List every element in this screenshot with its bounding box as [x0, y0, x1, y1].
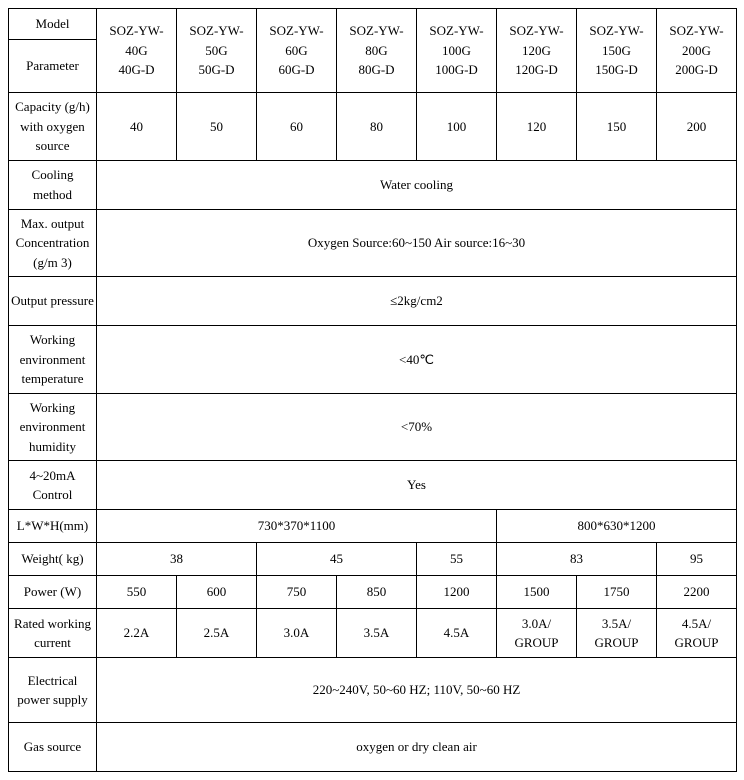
- cell: 850: [337, 576, 417, 609]
- cell-merged: oxygen or dry clean air: [97, 723, 737, 772]
- cell: 150: [577, 93, 657, 161]
- cell-merged: 730*370*1100: [97, 510, 497, 543]
- cell: 3.5A: [337, 609, 417, 658]
- cell: 120: [497, 93, 577, 161]
- cell: 60: [257, 93, 337, 161]
- row-label: L*W*H(mm): [9, 510, 97, 543]
- row-label: Cooling method: [9, 160, 97, 209]
- row-label: Power (W): [9, 576, 97, 609]
- cell: 550: [97, 576, 177, 609]
- cell-merged: <40℃: [97, 326, 737, 394]
- model-col-3: SOZ-YW- 80G 80G-D: [337, 9, 417, 93]
- model-col-1: SOZ-YW- 50G 50G-D: [177, 9, 257, 93]
- cell: 55: [417, 543, 497, 576]
- cell: 1200: [417, 576, 497, 609]
- cell: 2200: [657, 576, 737, 609]
- row-capacity: Capacity (g/h) with oxygen source 40 50 …: [9, 93, 737, 161]
- cell: 80: [337, 93, 417, 161]
- cell-merged: 38: [97, 543, 257, 576]
- row-label: Max. output Concentration (g/m 3): [9, 209, 97, 277]
- header-parameter-label: Parameter: [9, 40, 97, 93]
- row-current: Rated working current 2.2A 2.5A 3.0A 3.5…: [9, 609, 737, 658]
- row-control: 4~20mA Control Yes: [9, 461, 737, 510]
- cell: 95: [657, 543, 737, 576]
- cell: 600: [177, 576, 257, 609]
- row-lwh: L*W*H(mm) 730*370*1100 800*630*1200: [9, 510, 737, 543]
- cell: 200: [657, 93, 737, 161]
- row-pressure: Output pressure ≤2kg/cm2: [9, 277, 737, 326]
- row-label: Capacity (g/h) with oxygen source: [9, 93, 97, 161]
- cell: 1500: [497, 576, 577, 609]
- cell-merged: 800*630*1200: [497, 510, 737, 543]
- row-label: 4~20mA Control: [9, 461, 97, 510]
- cell: 4.5A: [417, 609, 497, 658]
- row-temp: Working environment temperature <40℃: [9, 326, 737, 394]
- row-label: Electrical power supply: [9, 658, 97, 723]
- row-label: Working environment temperature: [9, 326, 97, 394]
- cell-merged: <70%: [97, 393, 737, 461]
- row-gas: Gas source oxygen or dry clean air: [9, 723, 737, 772]
- model-col-5: SOZ-YW- 120G 120G-D: [497, 9, 577, 93]
- cell-merged: 220~240V, 50~60 HZ; 110V, 50~60 HZ: [97, 658, 737, 723]
- row-humidity: Working environment humidity <70%: [9, 393, 737, 461]
- cell: 3.0A/ GROUP: [497, 609, 577, 658]
- cell: 4.5A/ GROUP: [657, 609, 737, 658]
- row-concentration: Max. output Concentration (g/m 3) Oxygen…: [9, 209, 737, 277]
- cell: 3.5A/ GROUP: [577, 609, 657, 658]
- table-row: Model SOZ-YW- 40G 40G-D SOZ-YW- 50G 50G-…: [9, 9, 737, 40]
- model-line1: 40G: [125, 43, 147, 58]
- model-col-4: SOZ-YW- 100G 100G-D: [417, 9, 497, 93]
- cell-merged: 83: [497, 543, 657, 576]
- cell-merged: Water cooling: [97, 160, 737, 209]
- row-label: Rated working current: [9, 609, 97, 658]
- row-weight: Weight( kg) 38 45 55 83 95: [9, 543, 737, 576]
- model-col-7: SOZ-YW- 200G 200G-D: [657, 9, 737, 93]
- cell: 50: [177, 93, 257, 161]
- cell-merged: 45: [257, 543, 417, 576]
- model-line2: 40G-D: [118, 62, 154, 77]
- row-label: Working environment humidity: [9, 393, 97, 461]
- cell: 3.0A: [257, 609, 337, 658]
- cell-merged: ≤2kg/cm2: [97, 277, 737, 326]
- model-col-6: SOZ-YW- 150G 150G-D: [577, 9, 657, 93]
- model-col-0: SOZ-YW- 40G 40G-D: [97, 9, 177, 93]
- row-label: Weight( kg): [9, 543, 97, 576]
- cell: 100: [417, 93, 497, 161]
- cell: 750: [257, 576, 337, 609]
- row-supply: Electrical power supply 220~240V, 50~60 …: [9, 658, 737, 723]
- cell: 40: [97, 93, 177, 161]
- cell: 1750: [577, 576, 657, 609]
- row-cooling: Cooling method Water cooling: [9, 160, 737, 209]
- row-label: Gas source: [9, 723, 97, 772]
- model-col-2: SOZ-YW- 60G 60G-D: [257, 9, 337, 93]
- model-prefix: SOZ-YW-: [109, 23, 163, 38]
- header-model-label: Model: [9, 9, 97, 40]
- cell: 2.5A: [177, 609, 257, 658]
- row-label: Output pressure: [9, 277, 97, 326]
- row-power: Power (W) 550 600 750 850 1200 1500 1750…: [9, 576, 737, 609]
- cell-merged: Oxygen Source:60~150 Air source:16~30: [97, 209, 737, 277]
- cell: 2.2A: [97, 609, 177, 658]
- spec-table: Model SOZ-YW- 40G 40G-D SOZ-YW- 50G 50G-…: [8, 8, 737, 772]
- cell-merged: Yes: [97, 461, 737, 510]
